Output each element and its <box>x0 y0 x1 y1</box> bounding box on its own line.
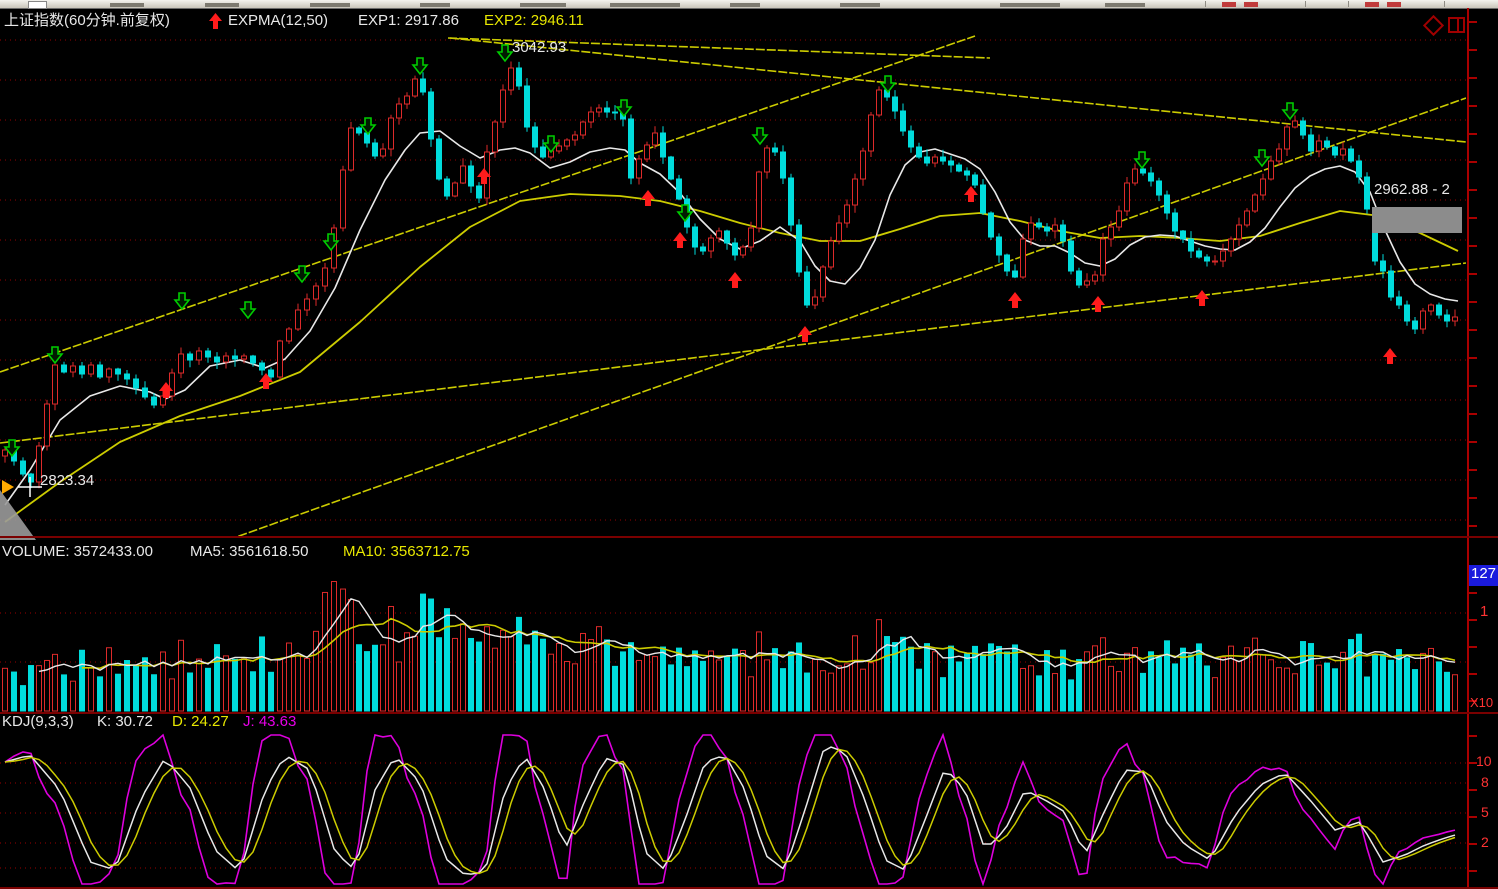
buy-arrow-icon <box>1091 296 1105 312</box>
low-price-label: 2823.34 <box>40 472 95 489</box>
kdj-scale-80: 8 <box>1481 775 1489 790</box>
exp1-value: EXP1: 2917.86 <box>358 12 459 29</box>
kdj-scale-100: 10 <box>1476 754 1492 769</box>
buy-arrow-icon <box>964 186 978 202</box>
sell-arrow-icon <box>615 99 633 118</box>
menubar-quote-red-1[interactable] <box>1222 2 1236 7</box>
volume-bars-layer <box>2 581 1458 712</box>
sell-arrow-icon <box>3 439 21 458</box>
sell-arrow-icon <box>411 57 429 76</box>
trendlines-layer <box>0 35 1466 537</box>
up-arrow-icon <box>209 13 222 29</box>
menu-item[interactable] <box>730 3 760 7</box>
buy-arrow-icon <box>477 168 491 184</box>
signal-arrows-layer <box>3 44 1397 458</box>
volume-ma10-label: MA10: 3563712.75 <box>343 543 470 560</box>
kdj-d-value: D: 24.27 <box>172 713 229 730</box>
volume-scale-badge: 127 <box>1469 565 1498 586</box>
sell-arrow-icon <box>751 127 769 146</box>
buy-arrow-icon <box>159 382 173 398</box>
sell-arrow-icon <box>359 117 377 136</box>
kdj-k-value: K: 30.72 <box>97 713 153 730</box>
menubar-input-box[interactable] <box>28 1 47 9</box>
menubar[interactable] <box>0 0 1498 9</box>
pane-separator-main-volume <box>0 536 1498 538</box>
gridlines-layer <box>0 39 1466 869</box>
right-axis <box>1467 8 1477 889</box>
kdj-scale-50: 5 <box>1481 805 1489 820</box>
chart-title: 上证指数(60分钟.前复权) <box>4 12 170 29</box>
menubar-quote-red-3[interactable] <box>1365 2 1379 7</box>
buy-arrow-icon <box>1008 292 1022 308</box>
window-icon[interactable] <box>1448 17 1465 33</box>
kdj-indicator-label: KDJ(9,3,3) <box>2 713 74 730</box>
menu-item[interactable] <box>205 3 239 7</box>
buy-arrow-icon <box>641 190 655 206</box>
sell-arrow-icon <box>1281 102 1299 121</box>
menu-item[interactable] <box>610 3 680 7</box>
menu-item[interactable] <box>840 3 880 7</box>
sell-arrow-icon <box>239 301 257 320</box>
volume-scale-mid: 1 <box>1480 604 1489 620</box>
menu-item[interactable] <box>110 3 144 7</box>
buy-arrow-icon <box>1195 290 1209 306</box>
menu-item[interactable] <box>310 3 350 7</box>
exp2-value: EXP2: 2946.11 <box>484 12 584 29</box>
volume-ma5-label: MA5: 3561618.50 <box>190 543 309 560</box>
sell-arrow-icon <box>676 204 694 223</box>
menu-item[interactable] <box>420 3 450 7</box>
kdj-lines-layer <box>4 732 1456 886</box>
buy-arrow-icon <box>1383 348 1397 364</box>
menu-item[interactable] <box>520 3 566 7</box>
volume-value-label: VOLUME: 3572433.00 <box>2 543 153 560</box>
sell-arrow-icon <box>1133 151 1151 170</box>
indicator-label: EXPMA(12,50) <box>228 12 329 29</box>
crosshair-price-label: 2962.88 - 2 <box>1374 181 1450 198</box>
peak-price-label: 3042.93 <box>512 39 567 56</box>
menu-item[interactable] <box>1000 3 1060 7</box>
sell-arrow-icon <box>879 75 897 94</box>
selection-box <box>1372 207 1462 233</box>
sell-arrow-icon <box>46 346 64 365</box>
main-pane-layer[interactable] <box>4 130 1459 523</box>
sell-arrow-icon <box>1253 149 1271 168</box>
buy-arrow-icon <box>259 373 273 389</box>
menubar-quote-red-2[interactable] <box>1244 2 1258 7</box>
menu-item[interactable] <box>1105 3 1145 7</box>
bottom-border <box>0 887 1498 889</box>
menubar-quote-red-4[interactable] <box>1387 2 1401 7</box>
sell-arrow-icon <box>322 233 340 252</box>
main-pane-markers <box>0 477 42 540</box>
buy-arrow-icon <box>728 272 742 288</box>
candlesticks-layer <box>2 61 1458 489</box>
buy-arrow-icon <box>798 326 812 342</box>
sell-arrow-icon <box>293 265 311 284</box>
buy-arrow-icon <box>673 232 687 248</box>
kdj-j-value: J: 43.63 <box>243 713 297 730</box>
sell-arrow-icon <box>173 292 191 311</box>
sell-arrow-icon <box>542 135 560 154</box>
pane-separator-volume-kdj <box>0 712 1498 714</box>
sell-arrow-icon <box>496 44 514 63</box>
kdj-scale-20: 2 <box>1481 835 1489 850</box>
volume-scale-unit: X10 <box>1470 696 1494 710</box>
